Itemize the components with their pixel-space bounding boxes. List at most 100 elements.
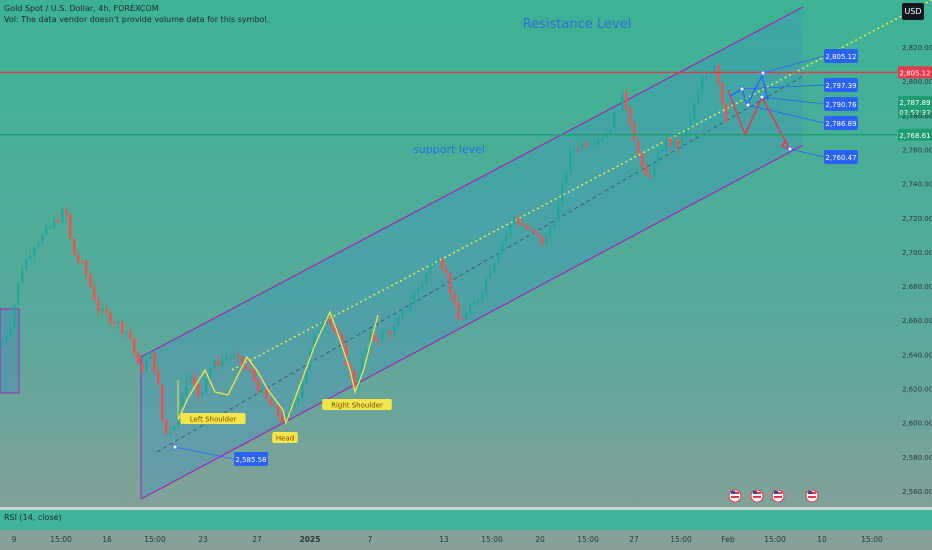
- candle-body: [613, 112, 616, 130]
- callout-leader: [762, 55, 825, 74]
- candle-body: [333, 323, 336, 331]
- candle-body: [421, 282, 424, 289]
- candle-body: [165, 420, 168, 434]
- candle-body: [77, 255, 80, 262]
- candle-body: [281, 416, 284, 424]
- candle-series: [1, 62, 728, 440]
- currency-button[interactable]: USD: [902, 3, 924, 20]
- forecast-red-line: [727, 89, 791, 151]
- candle-body: [709, 72, 712, 76]
- left-range-box: [0, 308, 20, 394]
- candle-body: [49, 227, 52, 229]
- candle-body: [705, 75, 708, 79]
- annotation-text: Left Shoulder: [190, 416, 237, 424]
- candle-body: [69, 214, 72, 239]
- candle-body: [265, 388, 268, 399]
- x-tick-label: 9: [12, 535, 17, 544]
- candle-body: [113, 322, 116, 324]
- candle-body: [449, 273, 452, 294]
- candle-body: [245, 366, 248, 369]
- candle-body: [569, 149, 572, 174]
- candle-body: [445, 268, 448, 274]
- candle-body: [181, 395, 184, 406]
- candle-body: [205, 378, 208, 393]
- time-axis[interactable]: 9 15:00 16 15:00 23 27 2025 7 13 15:00 20 15:00 27 15…: [12, 535, 883, 544]
- y-tick-label: 2,800.00: [902, 78, 932, 86]
- candle-body: [453, 293, 456, 303]
- candle-body: [397, 318, 400, 327]
- candle-body: [457, 302, 460, 319]
- candle-body: [561, 183, 564, 203]
- x-tick-label: 15:00: [670, 535, 692, 544]
- candle-body: [485, 277, 488, 293]
- candle-body: [605, 133, 608, 138]
- callout-leader: [747, 104, 825, 124]
- candle-body: [29, 255, 32, 259]
- callout-leader: [174, 446, 235, 460]
- callout-label: 2,786.89: [825, 120, 856, 128]
- callout-box: [824, 49, 858, 63]
- y-tick-label: 2,600.00: [902, 420, 932, 428]
- candle-body: [721, 82, 724, 104]
- pattern-zigzag-line: [177, 310, 379, 426]
- candle-body: [545, 235, 548, 245]
- volume-note: Vol: The data vendor doesn't provide vol…: [4, 15, 270, 24]
- candle-body: [157, 371, 160, 385]
- level-tag-label-0: 2,805.12: [899, 69, 930, 77]
- candle-body: [549, 227, 552, 236]
- y-tick-label: 2,560.00: [902, 488, 932, 496]
- candle-body: [117, 321, 120, 324]
- candle-body: [21, 269, 24, 283]
- x-tick-label: 15:00: [481, 535, 503, 544]
- callout-box: [234, 452, 268, 466]
- candle-body: [573, 148, 576, 150]
- symbol-title: Gold Spot / U.S. Dollar, 4h, FOREXCOM: [4, 4, 159, 13]
- y-tick-label: 2,640.00: [902, 351, 932, 359]
- x-tick-label: 15:00: [50, 535, 72, 544]
- candle-body: [413, 293, 416, 304]
- x-tick-label: 27: [252, 535, 262, 544]
- candle-body: [341, 335, 344, 345]
- candle-body: [321, 322, 324, 331]
- candle-body: [417, 288, 420, 294]
- candle-body: [501, 242, 504, 254]
- candle-body: [121, 321, 124, 333]
- y-tick-label: 2,760.00: [902, 146, 932, 154]
- level-tag-0: [898, 66, 932, 79]
- candle-body: [101, 308, 104, 312]
- candle-body: [129, 331, 132, 339]
- candle-body: [601, 137, 604, 140]
- price-axis[interactable]: 2,560.00 2,580.00 2,600.00 2,620.00 2,640.00…: [902, 44, 932, 496]
- us-flag-canton: [731, 491, 735, 494]
- callout-label: 2,797.39: [825, 82, 856, 90]
- candle-body: [149, 352, 152, 360]
- candle-body: [249, 368, 252, 371]
- x-tick-label: 2025: [300, 535, 321, 544]
- candle-body: [517, 218, 520, 224]
- candle-body: [505, 234, 508, 243]
- candle-body: [433, 262, 436, 265]
- candle-body: [253, 370, 256, 381]
- candle-body: [185, 380, 188, 396]
- candle-body: [317, 330, 320, 334]
- annotation-badge: [180, 413, 246, 424]
- candle-body: [405, 310, 408, 312]
- candle-body: [97, 300, 100, 312]
- rsi-indicator-label[interactable]: RSI (14, close): [4, 513, 62, 522]
- candle-body: [229, 356, 232, 358]
- candle-body: [105, 308, 108, 314]
- candle-body: [629, 108, 632, 125]
- callout-box: [824, 97, 858, 111]
- candle-body: [301, 383, 304, 399]
- candle-body: [169, 430, 172, 434]
- callout-leader: [741, 84, 825, 90]
- candle-body: [621, 92, 624, 112]
- candle-body: [537, 233, 540, 236]
- annotation-text: support level: [413, 143, 485, 156]
- candle-body: [625, 92, 628, 109]
- x-tick-label: 15:00: [144, 535, 166, 544]
- callout-box: [824, 150, 858, 164]
- horizontal-levels: 2,805.12 2,768.61 2,787.89 02:52:32: [0, 66, 932, 141]
